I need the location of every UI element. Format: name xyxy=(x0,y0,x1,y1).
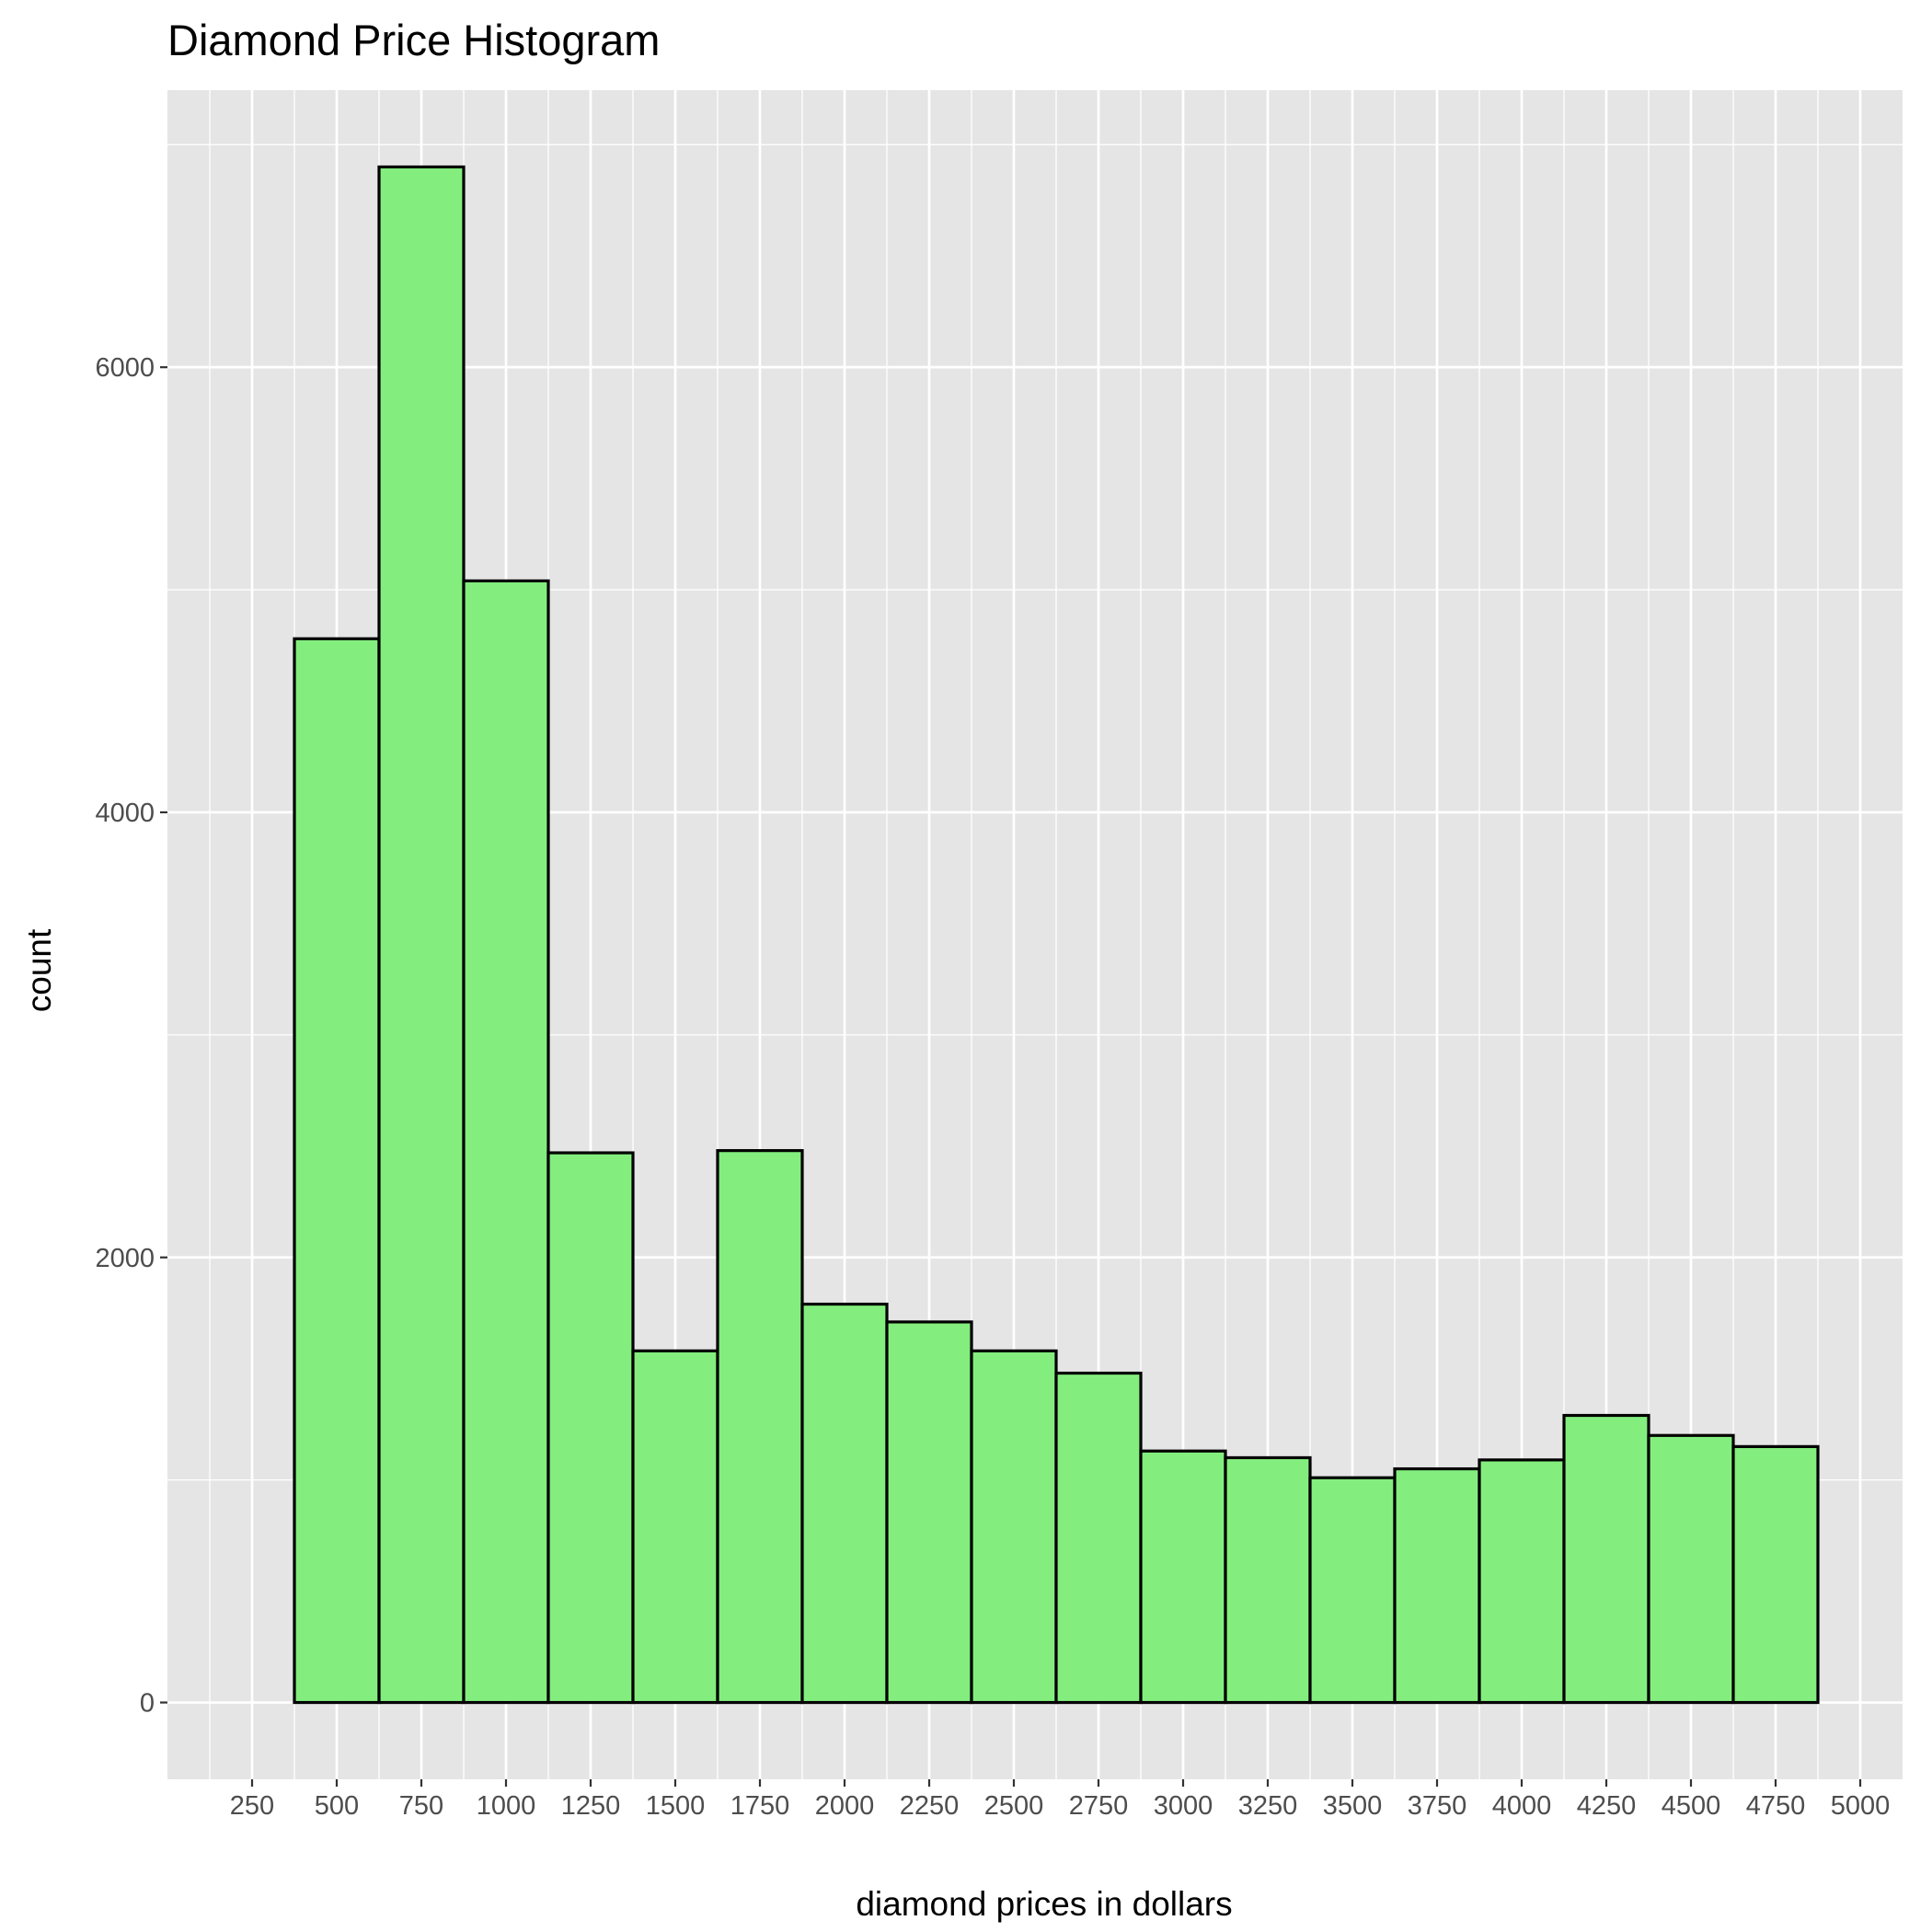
histogram-bar xyxy=(1647,1433,1735,1705)
histogram-bar xyxy=(546,1151,635,1705)
x-tick-label: 4000 xyxy=(1492,1791,1552,1821)
histogram-bar xyxy=(462,579,550,1705)
x-tick-label: 4250 xyxy=(1577,1791,1637,1821)
x-tick-label: 1250 xyxy=(561,1791,621,1821)
histogram-bar xyxy=(1308,1476,1397,1705)
chart-title: Diamond Price Histogram xyxy=(167,16,660,64)
histogram-bar xyxy=(1139,1449,1227,1705)
histogram-bar xyxy=(800,1302,889,1705)
histogram-bar xyxy=(970,1349,1058,1705)
histogram-bar xyxy=(1224,1455,1312,1705)
x-tick-label: 2750 xyxy=(1069,1791,1129,1821)
histogram-bar xyxy=(293,637,381,1705)
x-axis: 250 500 750 1000 1250 1500 1750 2000 2250 2500 275… xyxy=(230,1779,1890,1821)
x-tick-label: 1000 xyxy=(477,1791,536,1821)
y-tick-label: 6000 xyxy=(95,353,155,383)
histogram-bar xyxy=(631,1349,719,1705)
y-axis-title: count xyxy=(20,928,58,1012)
x-tick-label: 2250 xyxy=(900,1791,960,1821)
x-tick-label: 2000 xyxy=(815,1791,875,1821)
histogram-bar xyxy=(1562,1413,1650,1705)
x-tick-label: 750 xyxy=(399,1791,443,1821)
histogram-bar xyxy=(377,165,466,1705)
x-tick-label: 1750 xyxy=(730,1791,790,1821)
histogram-bar xyxy=(885,1320,973,1705)
histogram-bar xyxy=(1393,1466,1481,1705)
x-tick-label: 4750 xyxy=(1746,1791,1806,1821)
histogram-bar xyxy=(1054,1371,1143,1705)
y-tick-label: 2000 xyxy=(95,1244,155,1273)
y-tick-label: 0 xyxy=(140,1689,155,1719)
histogram-bar xyxy=(1731,1444,1820,1705)
x-tick-label: 500 xyxy=(315,1791,359,1821)
x-tick-label: 2500 xyxy=(984,1791,1044,1821)
y-tick-label: 4000 xyxy=(95,799,155,828)
x-tick-label: 4500 xyxy=(1662,1791,1721,1821)
x-tick-label: 1500 xyxy=(646,1791,706,1821)
y-axis: 0 2000 4000 6000 xyxy=(95,353,167,1719)
x-axis-title: diamond prices in dollars xyxy=(856,1885,1232,1923)
histogram-bar xyxy=(716,1149,804,1705)
histogram-bar xyxy=(1478,1458,1566,1705)
x-tick-label: 3500 xyxy=(1323,1791,1383,1821)
x-tick-label: 5000 xyxy=(1831,1791,1891,1821)
x-tick-label: 3000 xyxy=(1154,1791,1213,1821)
x-tick-label: 3250 xyxy=(1238,1791,1298,1821)
histogram-bars xyxy=(293,165,1820,1705)
x-tick-label: 250 xyxy=(230,1791,274,1821)
x-tick-label: 3750 xyxy=(1408,1791,1467,1821)
